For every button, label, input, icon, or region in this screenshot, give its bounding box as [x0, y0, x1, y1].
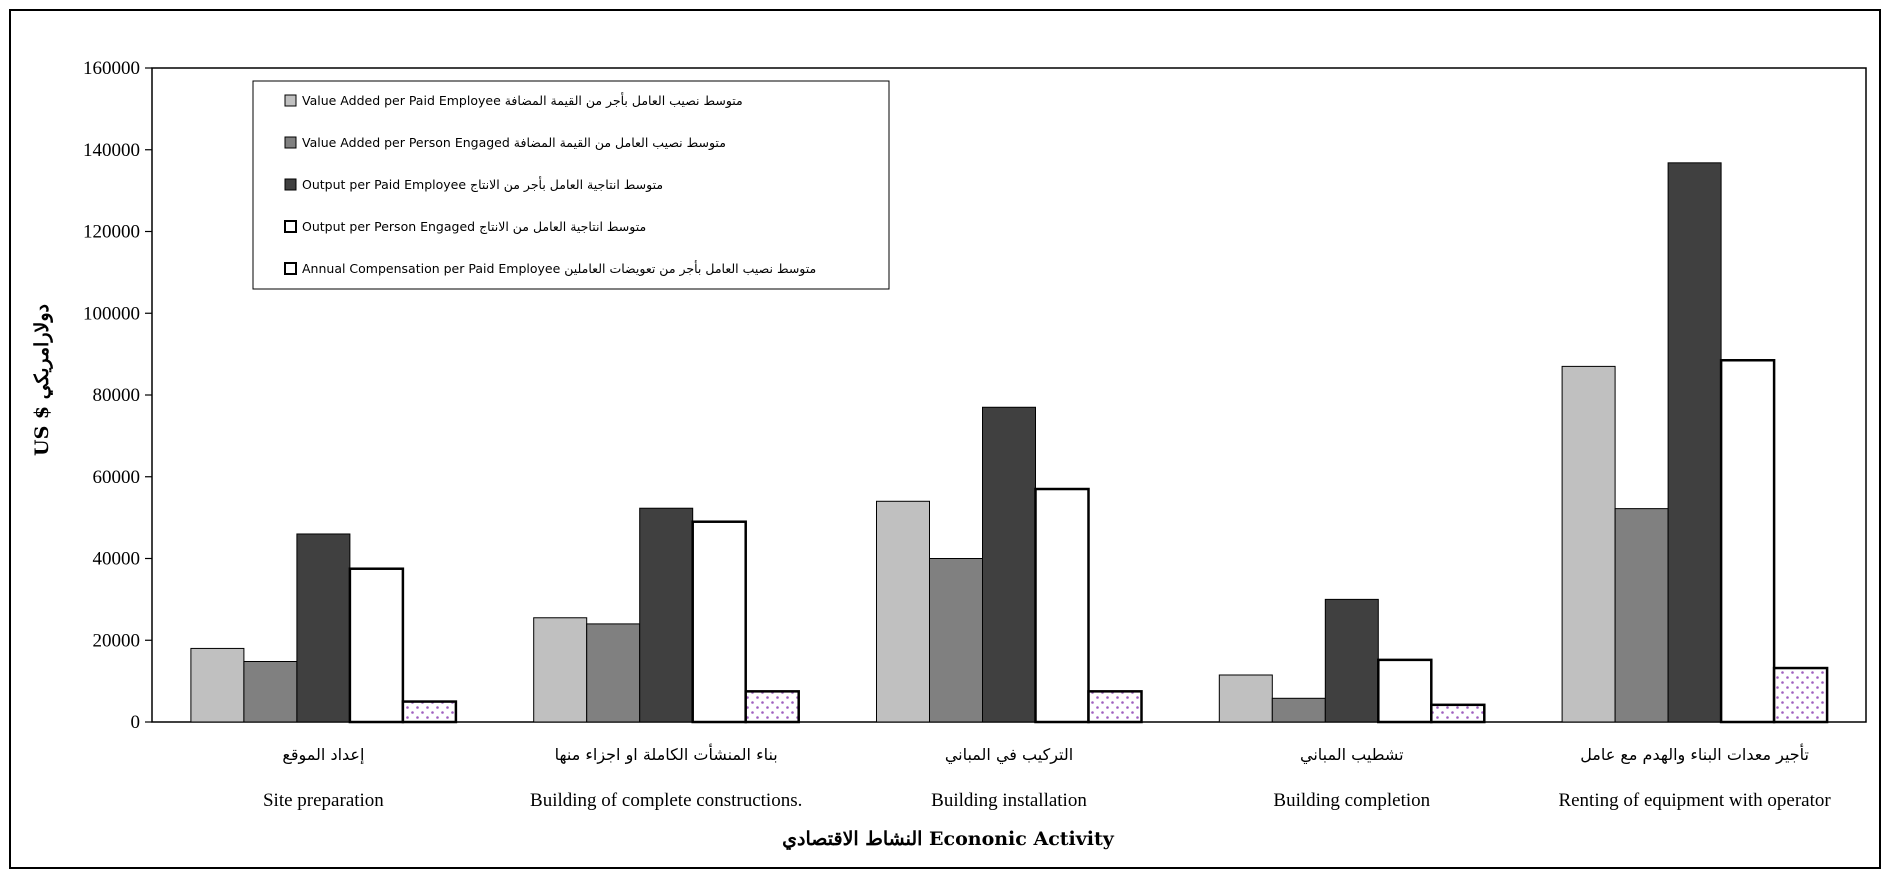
x-tick-label-ar: تأجير معدات البناء والهدم مع عامل — [1580, 743, 1809, 765]
x-tick-label: Building completion — [1273, 790, 1430, 811]
y-tick-label: 60000 — [93, 467, 141, 488]
x-tick-label-ar: التركيب في المباني — [945, 745, 1073, 765]
x-tick-label: Renting of equipment with operator — [1558, 790, 1831, 811]
bar — [929, 558, 983, 723]
x-tick-label: Site preparation — [263, 790, 384, 811]
legend: Value Added per Paid Employee متوسط نصيب… — [252, 80, 890, 290]
y-axis-title: US $ دولارامريكي — [31, 304, 54, 456]
x-tick-label: Building installation — [931, 790, 1087, 811]
x-tick-label-ar: إعداد الموقع — [282, 745, 364, 765]
x-tick-label: Building of complete constructions. — [530, 790, 802, 811]
x-axis-title: النشاط الاقتصادي Econonic Activity — [782, 828, 1115, 851]
legend-swatch — [284, 94, 297, 107]
bar — [1772, 666, 1829, 724]
x-tick-label-ar: بناء المنشأت الكاملة او اجزاء منها — [555, 743, 778, 765]
bar — [1218, 674, 1273, 723]
legend-box — [252, 80, 890, 290]
legend-swatch — [284, 220, 297, 233]
y-tick-label: 80000 — [93, 385, 141, 406]
bar — [586, 623, 641, 723]
bar — [1667, 162, 1722, 723]
y-tick-label: 120000 — [83, 222, 140, 243]
bars-group — [190, 162, 1829, 724]
x-axis: إعداد الموقع Site preparation بناء المنشأت… — [263, 743, 1831, 811]
bar — [1561, 365, 1616, 723]
bar — [1430, 703, 1486, 724]
bar — [1034, 487, 1090, 724]
y-tick-label: 100000 — [83, 303, 140, 324]
bar — [1271, 697, 1326, 723]
y-tick-label: 20000 — [93, 630, 141, 651]
y-axis: 0 20000 40000 60000 80000 100000 120000 140000 1… — [83, 58, 152, 733]
legend-label: Annual Compensation per Paid Employee مت… — [302, 260, 816, 277]
legend-swatch — [284, 136, 297, 149]
bar — [691, 520, 747, 724]
bar — [876, 500, 930, 723]
chart-frame — [9, 9, 1881, 869]
bar — [296, 533, 351, 723]
bar — [1324, 598, 1379, 723]
bar — [1377, 658, 1433, 724]
legend-label: Output per Paid Employee متوسط انتاجية ا… — [302, 176, 663, 193]
bar — [744, 690, 800, 724]
bar — [243, 661, 298, 723]
x-tick-label-ar: تشطيب المباني — [1300, 745, 1404, 765]
y-tick-label: 140000 — [83, 140, 140, 161]
legend-label: Output per Person Engaged متوسط انتاجية … — [302, 219, 646, 235]
legend-swatch — [284, 178, 297, 191]
bar — [1614, 508, 1669, 723]
legend-label: Value Added per Paid Employee متوسط نصيب… — [302, 92, 743, 109]
y-tick-label: 40000 — [93, 549, 141, 570]
y-tick-label: 160000 — [83, 58, 140, 79]
legend-label: Value Added per Person Engaged متوسط نصي… — [302, 135, 726, 151]
bar — [190, 647, 245, 723]
bar — [639, 507, 694, 723]
bar — [1087, 690, 1143, 724]
bar — [348, 567, 405, 724]
bar — [982, 406, 1036, 723]
y-tick-label: 0 — [131, 712, 141, 733]
bar — [1719, 359, 1776, 724]
bar — [533, 617, 588, 723]
legend-swatch — [284, 262, 297, 275]
bar — [401, 700, 458, 724]
